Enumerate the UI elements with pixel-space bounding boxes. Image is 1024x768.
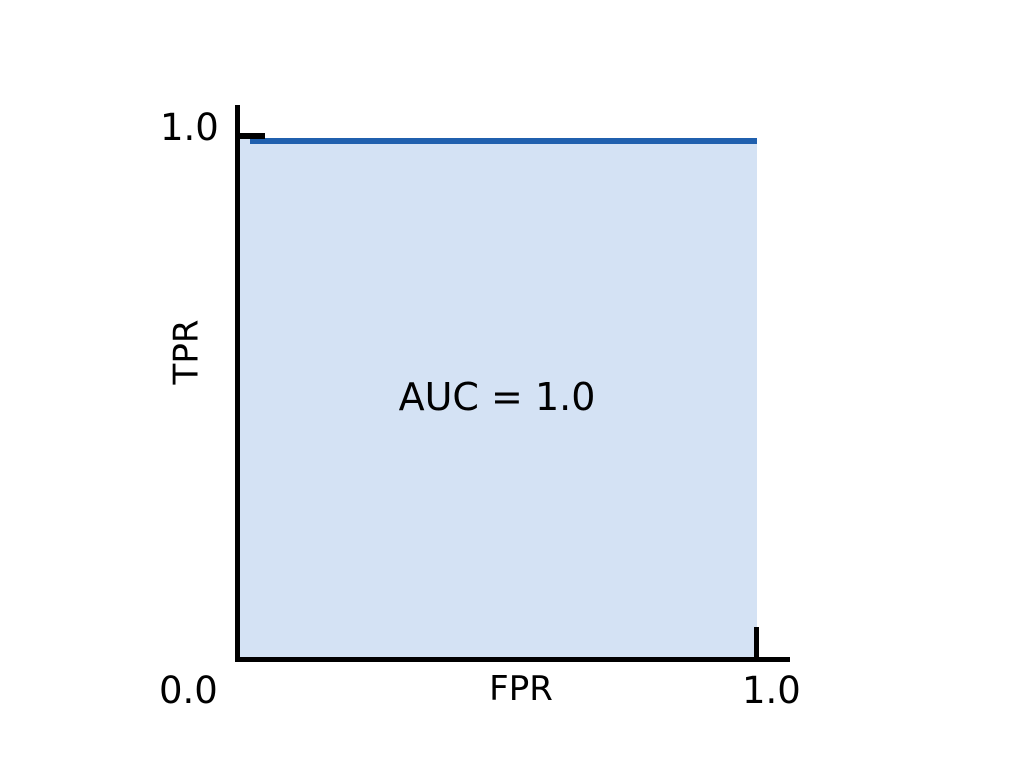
- y-axis-title: TPR: [166, 319, 207, 385]
- x-axis-tick-label-min: 0.0: [159, 669, 218, 712]
- x-axis-tick-1.0: [754, 627, 759, 659]
- roc-auc-fill-region: [237, 138, 757, 660]
- roc-curve-line: [250, 138, 757, 144]
- y-axis-spine: [235, 105, 240, 662]
- auc-annotation-text: AUC = 1.0: [398, 375, 596, 419]
- y-axis-tick-1.0: [239, 133, 265, 139]
- x-axis-tick-label-max: 1.0: [742, 669, 801, 712]
- x-axis-title: FPR: [0, 672, 1024, 706]
- x-axis-title-text: FPR: [489, 669, 553, 709]
- x-axis-spine: [235, 657, 790, 662]
- y-axis-tick-label-max: 1.0: [160, 106, 219, 149]
- plot-area: [237, 138, 757, 660]
